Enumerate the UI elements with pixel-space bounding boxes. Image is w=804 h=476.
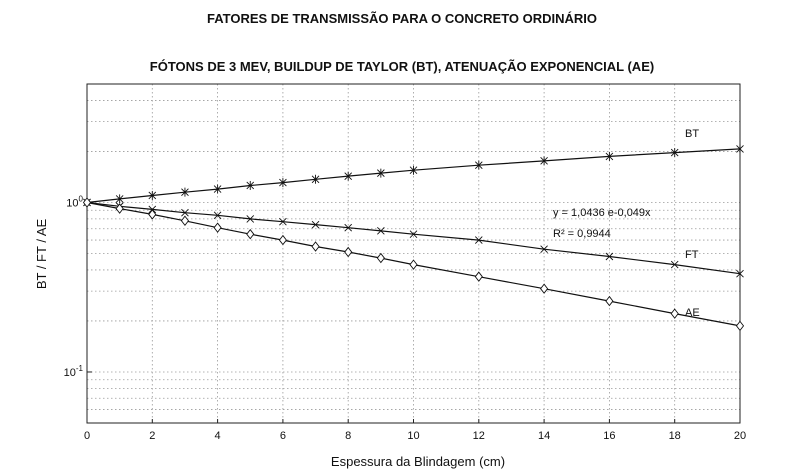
data-point-ae: [670, 308, 679, 319]
data-point-ft: [181, 208, 189, 217]
data-point-ft: [279, 217, 287, 226]
data-point-bt: [670, 148, 679, 158]
trendline-equation: y = 1,0436 e-0,049x: [553, 207, 651, 219]
data-point-bt: [246, 180, 255, 190]
data-point-bt: [605, 151, 614, 161]
data-point-bt: [736, 144, 744, 154]
data-point-bt: [377, 168, 385, 178]
series: [82, 144, 745, 332]
data-point-bt: [540, 156, 548, 166]
x-tick-label: 16: [603, 430, 615, 442]
data-point-bt: [344, 171, 353, 181]
x-tick-label: 18: [669, 430, 681, 442]
data-point-ae: [474, 271, 483, 282]
data-point-ae: [735, 320, 745, 332]
y-axis-label: BT / FT / AE: [34, 219, 49, 290]
chart-title: FATORES DE TRANSMISSÃO PARA O CONCRETO O…: [207, 11, 597, 26]
series-label-ae: AE: [685, 307, 700, 319]
data-point-bt: [474, 160, 483, 170]
data-point-ae: [605, 295, 614, 307]
data-point-ft: [670, 260, 679, 269]
series-label-ft: FT: [685, 249, 699, 261]
x-tick-label: 20: [734, 430, 746, 442]
data-point-ft: [409, 230, 418, 239]
y-tick-base: 10: [64, 367, 76, 379]
series-label-bt: BT: [685, 128, 699, 140]
x-tick-label: 10: [407, 430, 419, 442]
x-tick-label: 6: [280, 430, 286, 442]
data-point-ae: [82, 197, 92, 208]
series-line-bt: [86, 148, 741, 204]
data-point-bt: [279, 178, 287, 188]
data-point-bt: [148, 190, 157, 200]
x-tick-label: 12: [473, 430, 485, 442]
chart-subtitle: FÓTONS DE 3 MEV, BUILDUP DE TAYLOR (BT),…: [150, 59, 654, 74]
x-tick-label: 14: [538, 430, 550, 442]
data-point-ft: [213, 211, 222, 220]
x-axis-ticks: 0 2 4 6 8 10 12 14 16 18 20: [84, 419, 746, 442]
y-tick-exponent: 0: [79, 194, 84, 203]
data-point-bt: [115, 194, 124, 204]
data-point-bt: [409, 165, 418, 175]
y-tick-label: 10-1: [64, 364, 84, 379]
x-tick-label: 0: [84, 430, 90, 442]
data-point-ae: [311, 241, 320, 252]
data-point-ft: [311, 220, 320, 229]
y-tick-exponent: -1: [76, 364, 84, 373]
data-point-ae: [540, 283, 549, 294]
x-axis-label: Espessura da Blindagem (cm): [331, 454, 505, 469]
data-point-ae: [180, 215, 190, 226]
data-point-ft: [377, 227, 385, 235]
y-tick-label: 100: [66, 194, 83, 209]
data-point-ft: [540, 245, 548, 254]
data-point-bt: [311, 174, 320, 184]
data-point-ae: [409, 259, 418, 270]
data-point-bt: [181, 187, 189, 197]
y-tick-base: 10: [66, 197, 78, 209]
data-point-ft: [344, 223, 353, 232]
data-point-bt: [213, 184, 222, 194]
data-point-ae: [148, 209, 157, 220]
data-point-ae: [246, 228, 255, 240]
data-point-ft: [736, 269, 744, 278]
data-point-ae: [115, 203, 124, 214]
data-point-ft: [246, 215, 255, 223]
trendline-r-squared: R² = 0,9944: [553, 228, 611, 240]
data-point-ae: [344, 246, 353, 258]
data-point-ae: [376, 252, 385, 264]
data-point-ae: [278, 234, 287, 246]
data-point-ft: [605, 252, 614, 261]
series-line-ft: [86, 201, 741, 275]
x-tick-label: 8: [345, 430, 351, 442]
data-point-ft: [474, 236, 483, 244]
data-point-ae: [213, 222, 222, 233]
grid: [87, 84, 740, 423]
x-tick-label: 4: [215, 430, 221, 442]
x-tick-label: 2: [149, 430, 155, 442]
series-line-ae: [86, 201, 741, 327]
